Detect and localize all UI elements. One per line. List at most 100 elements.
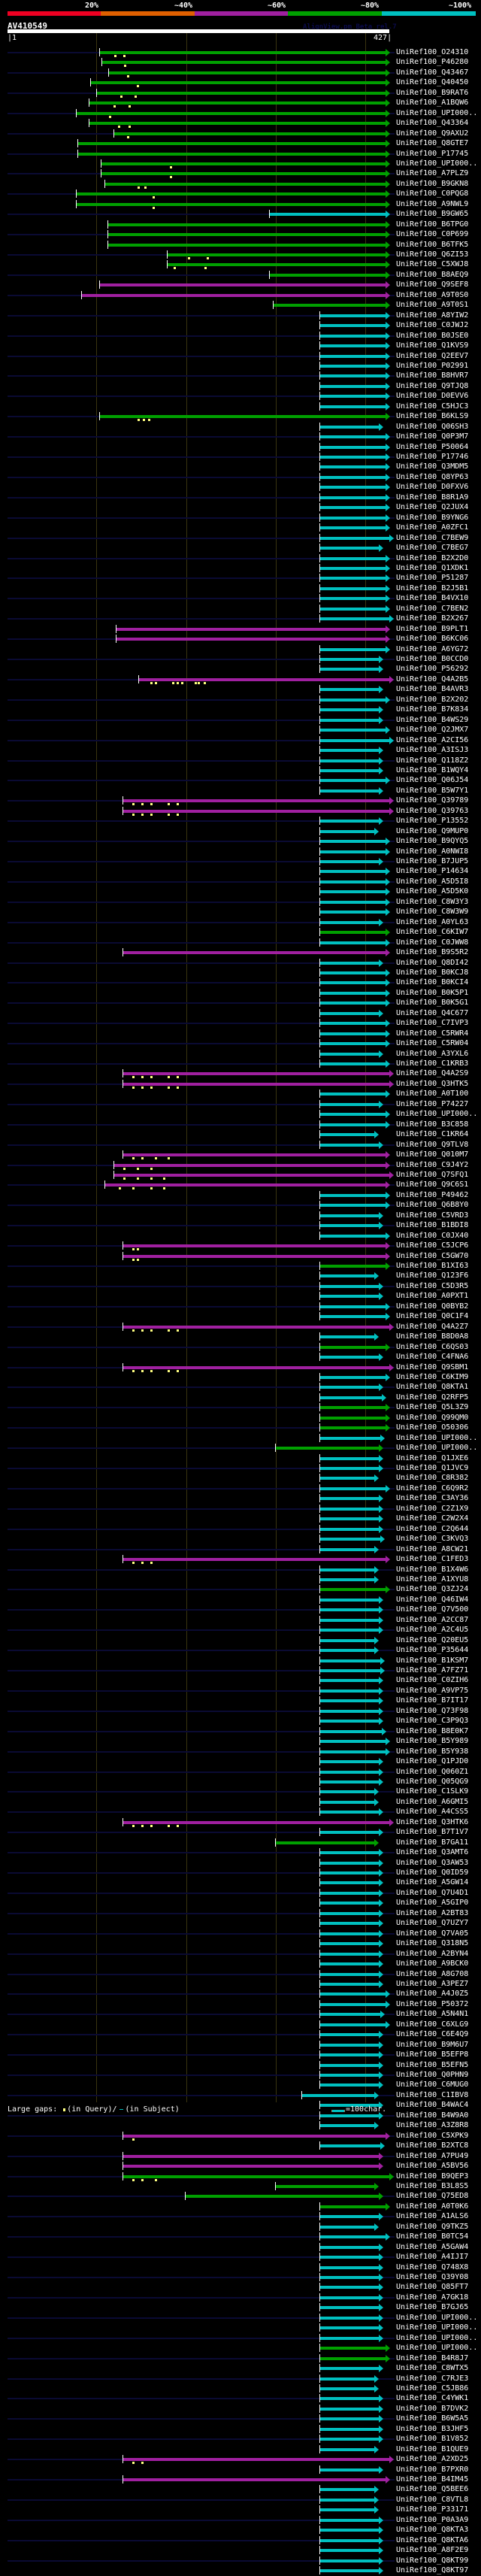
hit-label-link[interactable]: UniRef100_A5BV56 <box>396 2162 469 2171</box>
hit-label-link[interactable]: UniRef100_B4AVR3 <box>396 685 469 694</box>
hit-bar[interactable] <box>320 1952 379 1956</box>
hit-bar[interactable] <box>320 1335 374 1339</box>
hit-label-link[interactable]: UniRef100_B9GW65 <box>396 210 469 219</box>
hit-label-link[interactable]: UniRef100_Q7U4D1 <box>396 1888 469 1897</box>
hit-bar[interactable] <box>320 1709 379 1713</box>
hit-bar[interactable] <box>320 1032 386 1035</box>
hit-label-link[interactable]: UniRef100_B4WS29 <box>396 715 469 724</box>
hit-bar[interactable] <box>320 1477 374 1480</box>
hit-bar[interactable] <box>320 1487 386 1490</box>
hit-label-link[interactable]: UniRef100_Q3HTK5 <box>396 1079 469 1088</box>
hit-bar[interactable] <box>320 1932 379 1935</box>
hit-label-link[interactable]: UniRef100_A8CW21 <box>396 1544 469 1553</box>
hit-label-link[interactable]: UniRef100_B5W7Y1 <box>396 786 469 795</box>
hit-label-link[interactable]: UniRef100_A7PU49 <box>396 2151 469 2160</box>
hit-label-link[interactable]: UniRef100_B3L8S5 <box>396 2181 469 2190</box>
hit-bar[interactable] <box>99 51 386 54</box>
hit-label-link[interactable]: UniRef100_B9GKN8 <box>396 179 469 188</box>
hit-label-link[interactable]: UniRef100_B4IM45 <box>396 2475 469 2484</box>
hit-bar[interactable] <box>320 768 379 772</box>
hit-bar[interactable] <box>123 1325 389 1329</box>
hit-bar[interactable] <box>320 506 386 510</box>
hit-bar[interactable] <box>90 81 386 85</box>
hit-label-link[interactable]: UniRef100_C5XWJ8 <box>396 260 469 269</box>
hit-bar[interactable] <box>320 900 386 904</box>
hit-bar[interactable] <box>89 122 386 126</box>
hit-label-link[interactable]: UniRef100_Q1KVS9 <box>396 341 469 350</box>
hit-label-link[interactable]: UniRef100_C5HJC3 <box>396 402 469 411</box>
hit-bar[interactable] <box>320 1750 386 1753</box>
hit-bar[interactable] <box>320 2407 379 2411</box>
hit-bar[interactable] <box>123 1254 386 1258</box>
hit-label-link[interactable]: UniRef100_A4CSS5 <box>396 1808 469 1817</box>
hit-bar[interactable] <box>320 1861 379 1865</box>
hit-label-link[interactable]: UniRef100_A9BCK0 <box>396 1959 469 1968</box>
hit-label-link[interactable]: UniRef100_A7PLZ9 <box>396 169 469 178</box>
hit-bar[interactable] <box>320 445 386 449</box>
hit-label-link[interactable]: UniRef100_B4R8J7 <box>396 2353 469 2362</box>
hit-bar[interactable] <box>320 1871 379 1874</box>
hit-bar[interactable] <box>107 223 386 226</box>
hit-label-link[interactable]: UniRef100_B7GA11 <box>396 1838 469 1847</box>
hit-bar[interactable] <box>320 1052 379 1056</box>
hit-label-link[interactable]: UniRef100_A5GW14 <box>396 1878 469 1887</box>
hit-bar[interactable] <box>320 1375 386 1379</box>
hit-label-link[interactable]: UniRef100_P33171 <box>396 2505 469 2514</box>
hit-label-link[interactable]: UniRef100_P0A3A9 <box>396 2515 469 2524</box>
hit-label-link[interactable]: UniRef100_C1FED3 <box>396 1555 469 1564</box>
hit-bar[interactable] <box>108 71 386 74</box>
hit-label-link[interactable]: UniRef100_C1KRB3 <box>396 1059 469 1068</box>
hit-label-link[interactable]: UniRef100_A3Z8R8 <box>396 2121 469 2130</box>
hit-bar[interactable] <box>320 2053 379 2057</box>
hit-bar[interactable] <box>320 425 379 429</box>
hit-bar[interactable] <box>275 2184 374 2188</box>
hit-bar[interactable] <box>320 1467 379 1470</box>
hit-bar[interactable] <box>320 465 386 469</box>
hit-label-link[interactable]: UniRef100_C8WTX5 <box>396 2364 469 2373</box>
hit-bar[interactable] <box>320 1214 379 1217</box>
hit-label-link[interactable]: UniRef100_Q7V500 <box>396 1605 469 1614</box>
hit-bar[interactable] <box>320 1780 379 1784</box>
hit-label-link[interactable]: UniRef100_B8E0K7 <box>396 1726 469 1735</box>
hit-label-link[interactable]: UniRef100_A0NWI8 <box>396 847 469 856</box>
hit-label-link[interactable]: UniRef100_UPI000.. <box>396 2344 478 2353</box>
hit-label-link[interactable]: UniRef100_B2X2D0 <box>396 553 469 562</box>
hit-bar[interactable] <box>320 1345 386 1349</box>
hit-label-link[interactable]: UniRef100_Q85FT7 <box>396 2283 469 2292</box>
hit-label-link[interactable]: UniRef100_B2XTC8 <box>396 2141 469 2150</box>
hit-bar[interactable] <box>320 2559 379 2562</box>
hit-bar[interactable] <box>320 1629 379 1632</box>
hit-bar[interactable] <box>320 2569 379 2573</box>
hit-bar[interactable] <box>320 2043 379 2047</box>
hit-bar[interactable] <box>320 1295 379 1299</box>
hit-label-link[interactable]: UniRef100_B0KCJ8 <box>396 968 469 977</box>
hit-bar[interactable] <box>97 91 386 95</box>
hit-label-link[interactable]: UniRef100_A1XYU8 <box>396 1574 469 1583</box>
hit-label-link[interactable]: UniRef100_B1V852 <box>396 2435 469 2444</box>
hit-label-link[interactable]: UniRef100_UPI000.. <box>396 2333 478 2342</box>
hit-label-link[interactable]: UniRef100_Q43467 <box>396 68 469 77</box>
hit-bar[interactable] <box>320 931 386 935</box>
hit-bar[interactable] <box>320 2326 379 2330</box>
hit-bar[interactable] <box>320 1638 374 1642</box>
hit-label-link[interactable]: UniRef100_Q1PJD0 <box>396 1757 469 1766</box>
hit-label-link[interactable]: UniRef100_Q4C677 <box>396 1008 469 1017</box>
hit-bar[interactable] <box>186 2195 379 2199</box>
hit-bar[interactable] <box>104 1183 386 1187</box>
hit-label-link[interactable]: UniRef100_Q8KT99 <box>396 2556 469 2565</box>
hit-bar[interactable] <box>320 2387 374 2390</box>
hit-label-link[interactable]: UniRef100_B7JUP5 <box>396 857 469 865</box>
hit-label-link[interactable]: UniRef100_B9M6U7 <box>396 2040 469 2049</box>
hit-bar[interactable] <box>320 1436 381 1440</box>
hit-bar[interactable] <box>320 1456 379 1460</box>
hit-bar[interactable] <box>107 233 386 237</box>
hit-bar[interactable] <box>320 840 386 844</box>
hit-label-link[interactable]: UniRef100_Q7UZY7 <box>396 1919 469 1928</box>
hit-bar[interactable] <box>320 1497 379 1501</box>
hit-label-link[interactable]: UniRef100_C0JX40 <box>396 1231 469 1240</box>
hit-label-link[interactable]: UniRef100_Q7VA05 <box>396 1929 469 1938</box>
hit-label-link[interactable]: UniRef100_Q9AXU2 <box>396 129 469 138</box>
hit-label-link[interactable]: UniRef100_C2W2X4 <box>396 1514 469 1523</box>
hit-bar[interactable] <box>320 2529 379 2532</box>
hit-bar[interactable] <box>320 981 386 985</box>
